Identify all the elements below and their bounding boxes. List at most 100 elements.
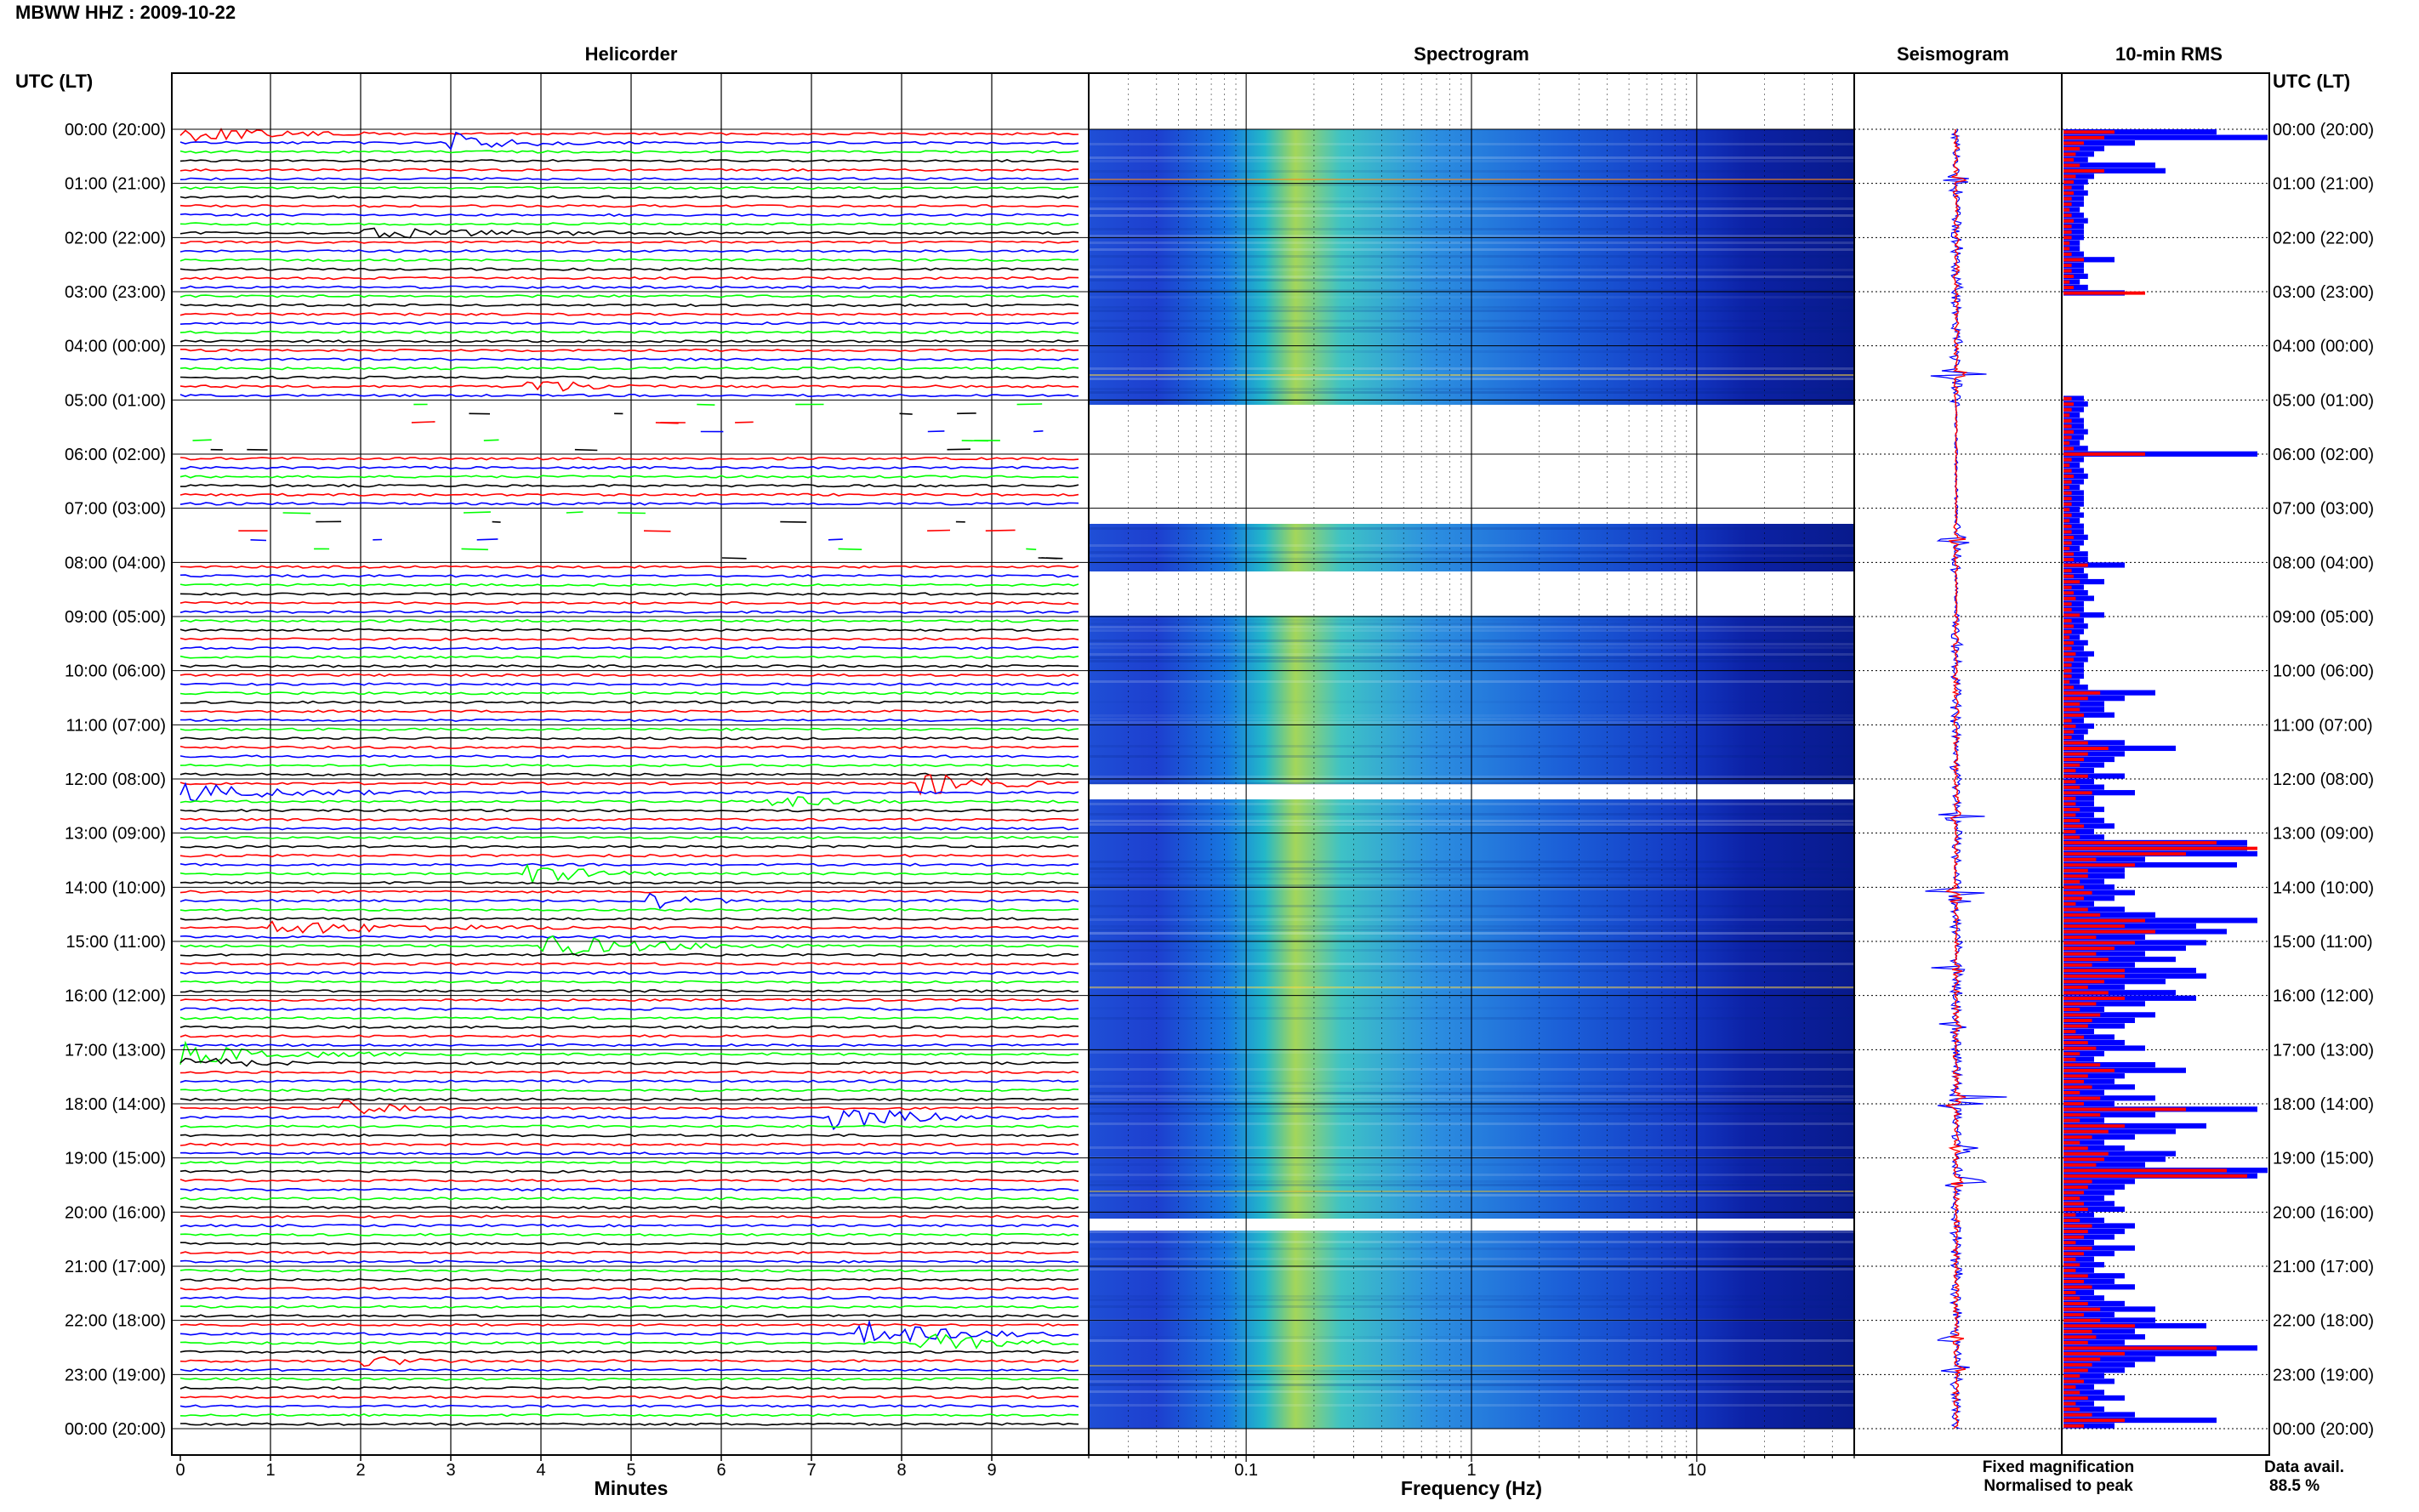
- helicorder-trace-row: [180, 348, 1079, 353]
- helicorder-trace-row: [179, 920, 1079, 935]
- rms-normalised-bar: [2063, 508, 2070, 512]
- helicorder-trace-row: [179, 1214, 1079, 1219]
- rms-fixed-bar: [2063, 246, 2080, 252]
- rms-fixed-bar: [2063, 406, 2084, 412]
- utc-header-right: UTC (LT): [2273, 71, 2350, 92]
- rms-normalised-bar: [2063, 641, 2074, 645]
- rms-normalised-bar: [2063, 558, 2074, 562]
- rms-fixed-bar: [2063, 1333, 2145, 1340]
- rms-normalised-bar: [2063, 852, 2186, 856]
- helicorder-trace-row: [179, 1350, 1079, 1354]
- rms-normalised-bar: [2063, 996, 2125, 1000]
- hour-label-left: 00:00 (20:00): [65, 121, 166, 139]
- rms-fixed-bar: [2063, 712, 2114, 718]
- rms-normalised-bar: [2063, 196, 2072, 201]
- rms-normalised-bar: [2063, 1390, 2080, 1395]
- helicorder-trace-row: [179, 817, 1079, 821]
- rms-fixed-bar: [2063, 1228, 2125, 1235]
- rms-normalised-bar: [2063, 1424, 2084, 1428]
- rms-normalised-bar: [2063, 247, 2070, 251]
- helicorder-trace-row: [179, 935, 1079, 956]
- rms-normalised-bar: [2063, 269, 2072, 273]
- helicorder-trace-row: [179, 682, 1079, 686]
- helicorder-trace-row: [179, 1100, 1079, 1115]
- rms-normalised-bar: [2063, 907, 2088, 912]
- minute-tick-label: 9: [987, 1461, 996, 1480]
- rms-fixed-bar: [2063, 268, 2084, 274]
- helicorder-trace-row: [179, 1151, 1079, 1156]
- hour-label-right: 11:00 (07:00): [2273, 716, 2373, 735]
- hour-label-right: 23:00 (19:00): [2273, 1366, 2374, 1384]
- rms-normalised-bar: [2063, 174, 2076, 179]
- data-availability-label: Data avail.: [2264, 1458, 2344, 1476]
- rms-normalised-bar: [2063, 941, 2135, 945]
- rms-fixed-bar: [2063, 523, 2084, 529]
- seismogram-normalised-trace: [1944, 128, 1968, 1430]
- rms-normalised-bar: [2063, 252, 2072, 256]
- rms-normalised-bar: [2063, 1129, 2109, 1134]
- hour-label-right: 04:00 (00:00): [2273, 338, 2374, 356]
- rms-title: 10-min RMS: [2115, 43, 2223, 65]
- rms-fixed-bar: [2063, 828, 2094, 834]
- rms-normalised-bar: [2063, 841, 2217, 845]
- helicorder-trace-row: [238, 529, 1016, 532]
- rms-normalised-bar: [2063, 1285, 2092, 1289]
- helicorder-trace-row: [179, 267, 1079, 271]
- helicorder-trace-row: [179, 475, 1079, 479]
- helicorder-trace-row: [179, 1395, 1079, 1399]
- hour-label-right: 05:00 (01:00): [2273, 391, 2374, 410]
- hour-label-left: 18:00 (14:00): [65, 1095, 166, 1114]
- rms-fixed-bar: [2063, 801, 2094, 807]
- rms-normalised-bar: [2063, 952, 2097, 956]
- helicorder-trace-row: [179, 628, 1079, 633]
- hour-label-left: 05:00 (01:00): [65, 391, 166, 410]
- helicorder-trace-row: [179, 1322, 1079, 1327]
- rms-fixed-bar: [2063, 645, 2084, 651]
- helicorder-trace-row: [179, 1277, 1079, 1282]
- rms-normalised-bar: [2063, 213, 2072, 218]
- rms-fixed-bar: [2063, 1406, 2104, 1413]
- rms-fixed-bar: [2063, 168, 2166, 173]
- rms-fixed-bar: [2063, 584, 2084, 590]
- helicorder-trace-row: [179, 1287, 1079, 1291]
- rms-fixed-bar: [2063, 1117, 2104, 1123]
- helicorder-trace-row: [179, 970, 1079, 975]
- rms-fixed-bar: [2063, 1401, 2094, 1407]
- rms-fixed-bar: [2063, 779, 2094, 785]
- rms-fixed-bar: [2063, 773, 2125, 779]
- rms-fixed-bar: [2063, 218, 2088, 224]
- rms-normalised-bar: [2063, 713, 2084, 717]
- hour-label-left: 04:00 (00:00): [65, 338, 166, 356]
- rms-normalised-bar: [2063, 191, 2074, 196]
- rms-fixed-bar: [2063, 945, 2186, 952]
- helicorder-trace-row: [179, 240, 1079, 244]
- rms-fixed-bar: [2063, 1084, 2135, 1090]
- rms-normalised-bar: [2063, 791, 2092, 795]
- rms-fixed-bar: [2063, 156, 2088, 162]
- rms-normalised-bar: [2063, 963, 2092, 967]
- helicorder-trace-row: [179, 128, 1079, 142]
- rms-normalised-bar: [2063, 1257, 2076, 1261]
- rms-fixed-bar: [2063, 490, 2084, 496]
- rms-normalised-bar: [2063, 491, 2072, 495]
- rms-fixed-bar: [2063, 767, 2094, 774]
- rms-normalised-bar: [2063, 497, 2072, 501]
- helicorder-trace-row: [316, 520, 965, 523]
- rms-fixed-bar: [2063, 423, 2084, 429]
- rms-normalised-bar: [2063, 1013, 2101, 1017]
- rms-normalised-bar: [2063, 1174, 2247, 1178]
- helicorder-trace-row: [179, 276, 1079, 281]
- rms-normalised-bar: [2063, 264, 2072, 267]
- rms-normalised-bar: [2063, 1241, 2076, 1245]
- rms-fixed-bar: [2063, 473, 2088, 480]
- rms-fixed-bar: [2063, 1078, 2114, 1084]
- rms-fixed-bar: [2063, 207, 2080, 213]
- hour-label-left: 19:00 (15:00): [65, 1150, 166, 1168]
- rms-normalised-bar: [2063, 1296, 2080, 1300]
- rms-fixed-bar: [2063, 907, 2125, 912]
- rms-fixed-bar: [2063, 1273, 2125, 1279]
- hour-label-left: 00:00 (20:00): [65, 1420, 166, 1439]
- hour-label-right: 02:00 (22:00): [2273, 229, 2374, 247]
- helicorder-trace-row: [179, 754, 1079, 759]
- rms-normalised-bar: [2063, 141, 2084, 145]
